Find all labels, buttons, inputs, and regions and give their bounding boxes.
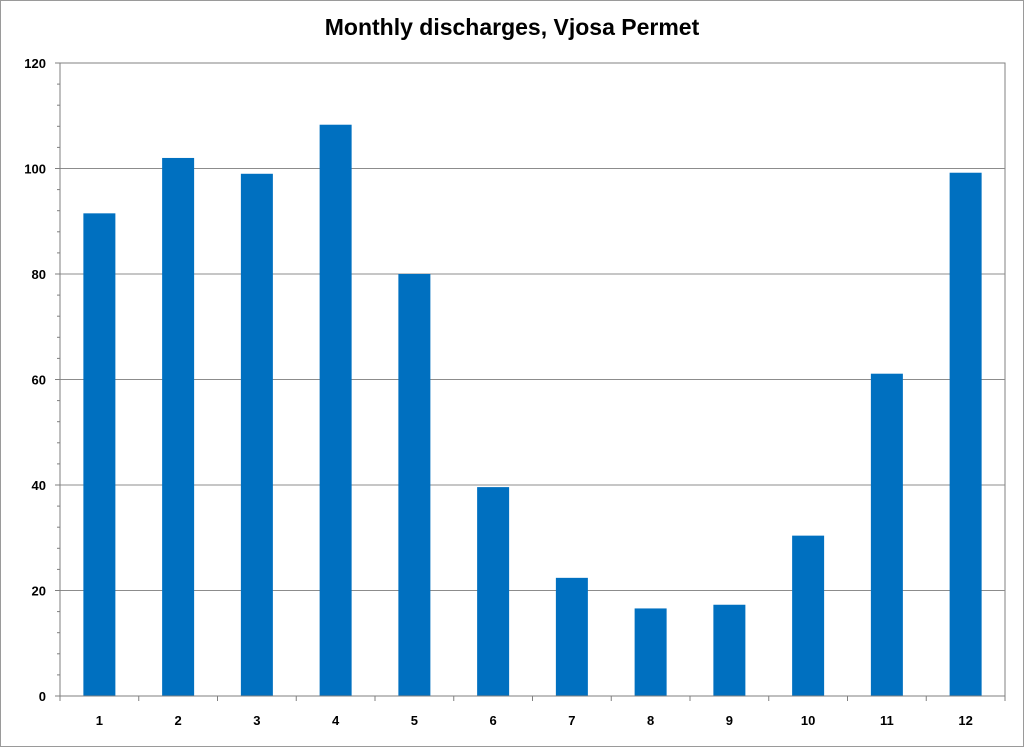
- x-tick-label-3: 3: [253, 713, 260, 728]
- x-tick-label-6: 6: [490, 713, 497, 728]
- bar-11: [870, 373, 903, 696]
- y-tick-label-20: 20: [32, 584, 46, 599]
- bar-3: [240, 173, 273, 696]
- x-tick-label-2: 2: [175, 713, 182, 728]
- bar-5: [398, 274, 431, 696]
- bar-7: [555, 577, 588, 696]
- y-tick-label-0: 0: [39, 689, 46, 704]
- y-tick-label-80: 80: [32, 267, 46, 282]
- x-tick-label-1: 1: [96, 713, 103, 728]
- bar-9: [713, 604, 746, 696]
- bar-4: [319, 124, 352, 696]
- x-tick-label-5: 5: [411, 713, 418, 728]
- x-tick-label-8: 8: [647, 713, 654, 728]
- bar-8: [634, 608, 667, 696]
- chart-title: Monthly discharges, Vjosa Permet: [324, 14, 700, 40]
- bar-12: [949, 172, 982, 697]
- y-tick-label-60: 60: [32, 373, 46, 388]
- x-tick-label-9: 9: [726, 713, 733, 728]
- gridlines: [60, 168, 1005, 591]
- bar-1: [83, 213, 116, 696]
- bars: [83, 124, 982, 697]
- x-tick-label-10: 10: [801, 713, 815, 728]
- y-tick-label-120: 120: [24, 56, 46, 71]
- y-tick-label-40: 40: [32, 478, 46, 493]
- bar-6: [477, 487, 510, 696]
- x-tick-label-12: 12: [958, 713, 972, 728]
- x-tick-label-7: 7: [568, 713, 575, 728]
- bar-10: [792, 535, 825, 696]
- bar-2: [162, 157, 195, 696]
- axes: [55, 62, 1006, 701]
- y-tick-label-100: 100: [24, 162, 46, 177]
- x-tick-label-11: 11: [880, 713, 894, 728]
- x-tick-label-4: 4: [332, 713, 340, 728]
